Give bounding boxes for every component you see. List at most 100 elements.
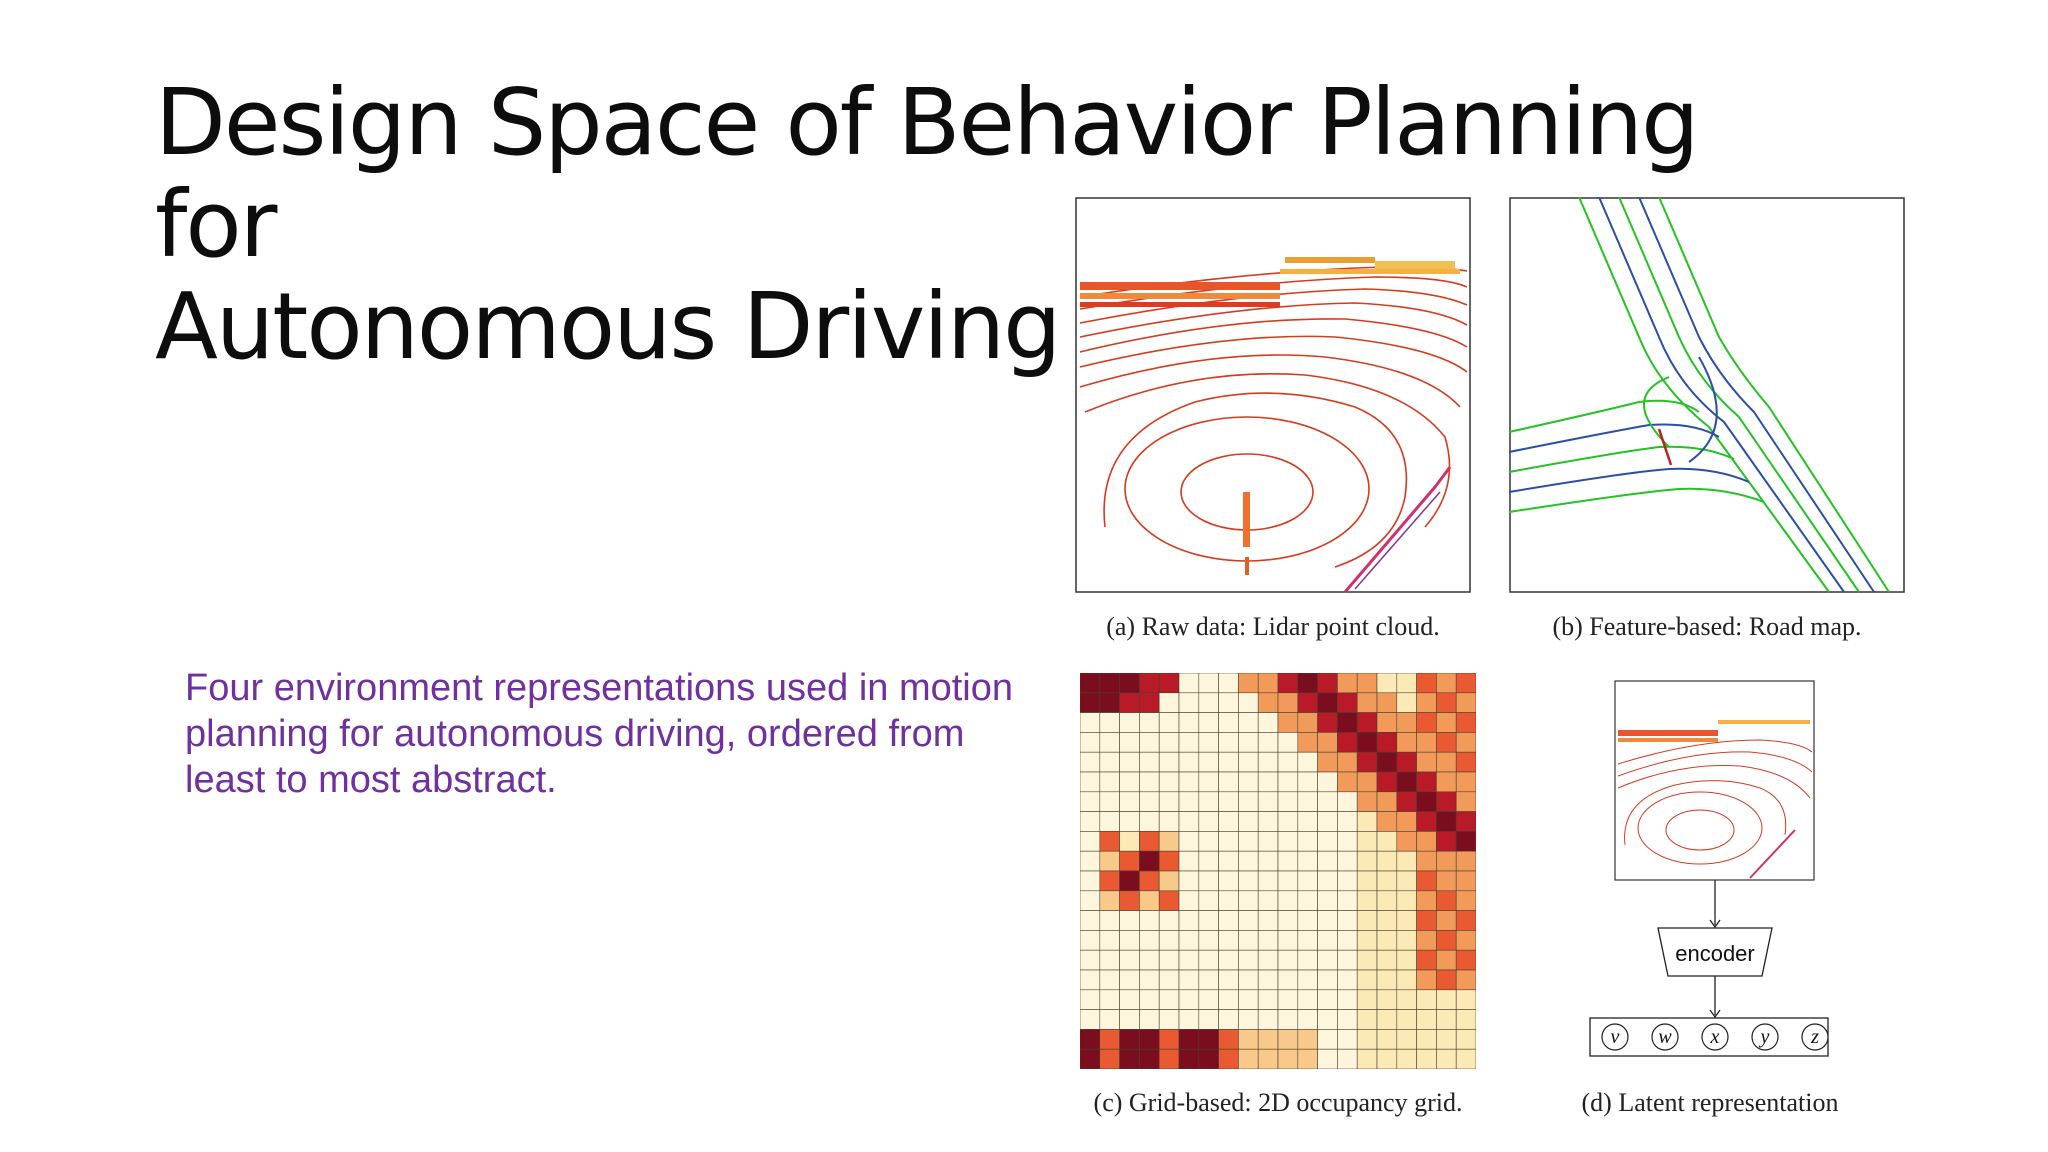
grid-cell [1396,771,1417,793]
grid-cell [1297,732,1318,753]
grid-cell [1099,1009,1120,1030]
grid-cell [1297,870,1318,892]
grid-cell [1317,930,1338,951]
grid-cell [1416,989,1437,1010]
grid-cell [1436,712,1457,733]
grid-cell [1356,732,1378,753]
grid-cell [1376,673,1398,694]
grid-cell [1297,771,1318,793]
grid-cell [1238,890,1259,911]
grid-cell [1178,850,1200,872]
grid-cell [1376,949,1398,971]
grid-cell [1198,751,1219,773]
grid-cell [1080,732,1101,753]
grid-cell [1317,910,1338,931]
grid-cell [1436,751,1457,773]
grid-cell [1317,791,1338,812]
grid-cell [1257,811,1279,832]
grid-cell [1178,771,1200,793]
grid-cell [1218,732,1239,753]
grid-cell [1416,673,1437,694]
latent-var-label: z [1810,1026,1819,1048]
grid-cell [1337,712,1358,733]
grid-cell [1396,930,1417,951]
grid-cell [1297,949,1318,971]
grid-cell [1218,1009,1239,1030]
grid-cell [1238,989,1259,1010]
grid-cell [1416,712,1437,733]
grid-cell [1416,732,1437,753]
grid-cell [1356,890,1378,911]
grid-cell [1436,791,1457,812]
grid-cell [1238,930,1259,951]
grid-cell [1158,771,1180,793]
grid-cell [1218,831,1239,852]
grid-cell [1337,732,1358,753]
grid-cell [1416,1009,1437,1030]
grid-cell [1436,969,1457,991]
grid-cell [1337,692,1358,713]
grid-cell [1178,1048,1200,1069]
grid-cell [1337,1048,1358,1069]
grid-cell [1416,910,1437,931]
grid-cell [1416,771,1437,793]
grid-cell [1356,751,1378,773]
grid-cell [1178,949,1200,971]
grid-cell [1297,890,1318,911]
grid-cell [1158,1029,1180,1050]
grid-cell [1356,712,1378,733]
grid-cell [1218,969,1239,991]
grid-cell [1238,791,1259,812]
grid-cell [1080,910,1101,931]
grid-cell [1119,673,1140,694]
grid-cell [1277,910,1299,931]
grid-cell [1119,1009,1140,1030]
grid-cell [1178,831,1200,852]
grid-cell [1356,811,1378,832]
grid-cell [1297,1009,1318,1030]
grid-cell [1257,673,1279,694]
grid-cell [1455,969,1476,991]
grid-cell [1257,791,1279,812]
grid-cell [1178,751,1200,773]
grid-cell [1119,890,1140,911]
grid-cell [1317,989,1338,1010]
grid-cell [1178,930,1200,951]
grid-cell [1257,969,1279,991]
grid-cell [1218,771,1239,793]
grid-cell [1198,692,1219,713]
grid-cell [1317,1029,1338,1050]
grid-cell [1416,870,1437,892]
grid-cell [1297,831,1318,852]
grid-cell [1297,1048,1318,1069]
grid-cell [1080,673,1101,694]
grid-cell [1277,850,1299,872]
grid-cell [1257,930,1279,951]
grid-cell [1376,791,1398,812]
grid-cell [1277,811,1299,832]
grid-cell [1139,910,1160,931]
grid-cell [1416,831,1437,852]
grid-cell [1455,1009,1476,1030]
grid-cell [1178,1029,1200,1050]
grid-cell [1317,712,1338,733]
grid-cell [1297,751,1318,773]
grid-cell [1317,692,1338,713]
slide-title: Design Space of Behavior Planning for Au… [155,72,1715,378]
grid-cell [1139,1048,1160,1069]
grid-cell [1257,751,1279,773]
grid-cell [1455,831,1476,852]
grid-cell [1119,1048,1140,1069]
grid-cell [1218,692,1239,713]
grid-cell [1178,989,1200,1010]
grid-cell [1455,1048,1476,1069]
grid-cell [1218,1048,1239,1069]
grid-cell [1218,791,1239,812]
road-map-image [1509,197,1905,593]
grid-cell [1218,673,1239,694]
grid-cell [1436,910,1457,931]
grid-cell [1178,791,1200,812]
grid-cell [1356,930,1378,951]
occupancy-grid-image [1080,673,1476,1069]
grid-cell [1376,1048,1398,1069]
